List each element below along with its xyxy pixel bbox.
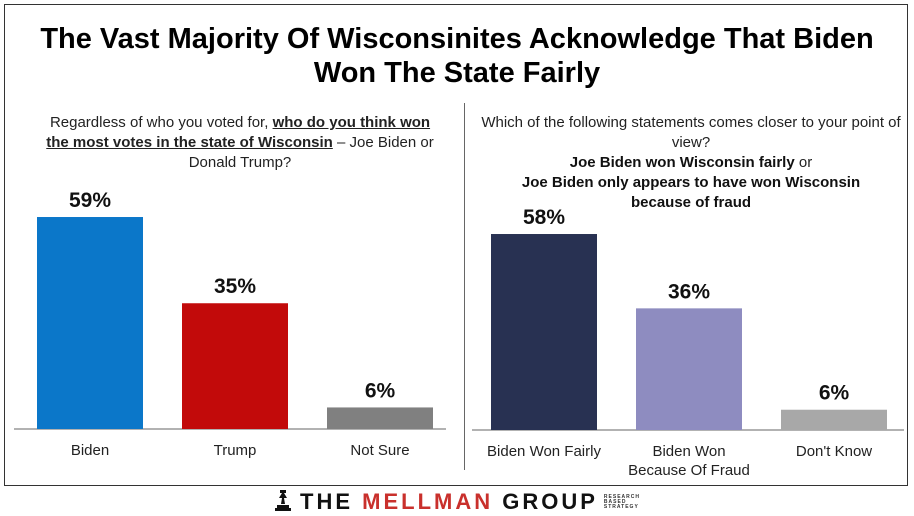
left-category-label-2: Not Sure (350, 442, 409, 459)
right-connector: or (794, 154, 813, 171)
left-category-label-0: Biden (71, 442, 109, 459)
chess-piece-icon (274, 489, 292, 516)
left-bar-1 (182, 303, 288, 429)
right-value-label-1: 36% (668, 280, 710, 303)
brand-tagline: RESEARCH BASED STRATEGY (603, 493, 640, 510)
left-category-label-1: Trump (214, 442, 257, 459)
brand-logo: THE MELLMAN GROUP (300, 489, 598, 514)
left-value-label-0: 59% (69, 189, 111, 212)
right-category-label-2: Don't Know (796, 443, 872, 460)
left-question-intro: Regardless of who you voted for, (49, 114, 273, 131)
right-category-label-0: Biden Won Fairly (487, 443, 601, 460)
left-question-emphasis: who do you think won the most votes in t… (46, 114, 431, 151)
right-question: Which of the following statements comes … (478, 113, 904, 213)
left-value-label-1: 35% (214, 275, 256, 298)
right-option-a: Joe Biden won Wisconsin fairly (569, 154, 795, 171)
chart-frame (4, 4, 908, 486)
right-bar-2 (781, 409, 887, 430)
footer: THE MELLMAN GROUP RESEARCH BASED STRATEG… (0, 488, 914, 516)
right-value-label-0: 58% (523, 206, 565, 229)
left-value-label-2: 6% (365, 379, 396, 402)
right-category-label-1-line-0: Biden Won (652, 443, 725, 460)
right-value-label-2: 6% (819, 382, 850, 405)
left-bar-2 (327, 407, 433, 429)
right-bar-1 (636, 308, 742, 430)
right-bar-0 (491, 234, 597, 430)
left-bar-0 (37, 217, 143, 429)
page-title: The Vast Majority Of Wisconsinites Ackno… (40, 23, 874, 89)
right-category-label-1-line-1: Because Of Fraud (628, 462, 750, 479)
right-option-b: Joe Biden only appears to have won Wisco… (521, 174, 861, 211)
panel-divider (464, 103, 465, 470)
left-question: Regardless of who you voted for, who do … (40, 113, 440, 173)
right-question-line: Which of the following statements comes … (481, 114, 901, 151)
left-question-outro: – Joe Biden or Donald Trump? (188, 134, 434, 171)
